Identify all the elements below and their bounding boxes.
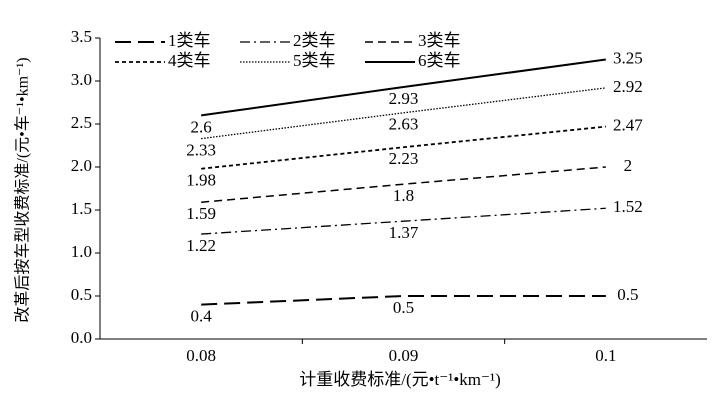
data-label: 2.93: [389, 89, 419, 108]
data-label: 1.37: [389, 223, 419, 242]
x-tick-label: 0.1: [595, 346, 616, 365]
data-label: 2.63: [389, 115, 419, 134]
data-label: 1.98: [186, 171, 216, 190]
data-label: 2.6: [191, 117, 212, 136]
data-label: 1.8: [393, 186, 414, 205]
data-label: 0.5: [617, 285, 638, 304]
x-tick-label: 0.09: [389, 346, 419, 365]
y-tick-label: 1.0: [71, 242, 92, 261]
series-line: [201, 207, 606, 235]
data-label: 2: [624, 156, 633, 175]
y-axis-label: 改革后按车型收费标准/(元•车⁻¹•km⁻¹): [14, 57, 32, 322]
y-tick-label: 0.5: [71, 285, 92, 304]
y-tick-label: 3.0: [71, 70, 92, 89]
data-label: 1.52: [613, 197, 643, 216]
legend-label: 4类车: [168, 51, 211, 70]
data-label: 1.22: [186, 236, 216, 255]
data-label: 2.92: [613, 77, 643, 96]
data-label: 2.33: [186, 141, 216, 160]
data-label: 2.23: [389, 149, 419, 168]
legend-label: 3类车: [418, 31, 461, 50]
y-tick-label: 0.0: [71, 328, 92, 347]
series-line: [201, 58, 606, 117]
y-tick-label: 3.5: [71, 27, 92, 46]
legend-label: 6类车: [418, 51, 461, 70]
legend-label: 2类车: [293, 31, 336, 50]
data-label: 1.59: [186, 204, 216, 223]
series-line: [201, 87, 606, 140]
series-line: [201, 125, 606, 170]
x-axis-label: 计重收费标准/(元•t⁻¹•km⁻¹): [299, 370, 501, 389]
series-line: [201, 166, 606, 204]
y-tick-label: 1.5: [71, 199, 92, 218]
x-tick-label: 0.08: [186, 346, 216, 365]
data-label: 0.4: [191, 307, 213, 326]
y-tick-label: 2.0: [71, 156, 92, 175]
data-label: 3.25: [613, 48, 643, 67]
y-tick-label: 2.5: [71, 113, 92, 132]
data-label: 2.47: [613, 115, 643, 134]
legend-label: 1类车: [168, 31, 211, 50]
series-line: [201, 295, 606, 306]
legend-label: 5类车: [293, 51, 336, 70]
data-label: 0.5: [393, 298, 414, 317]
